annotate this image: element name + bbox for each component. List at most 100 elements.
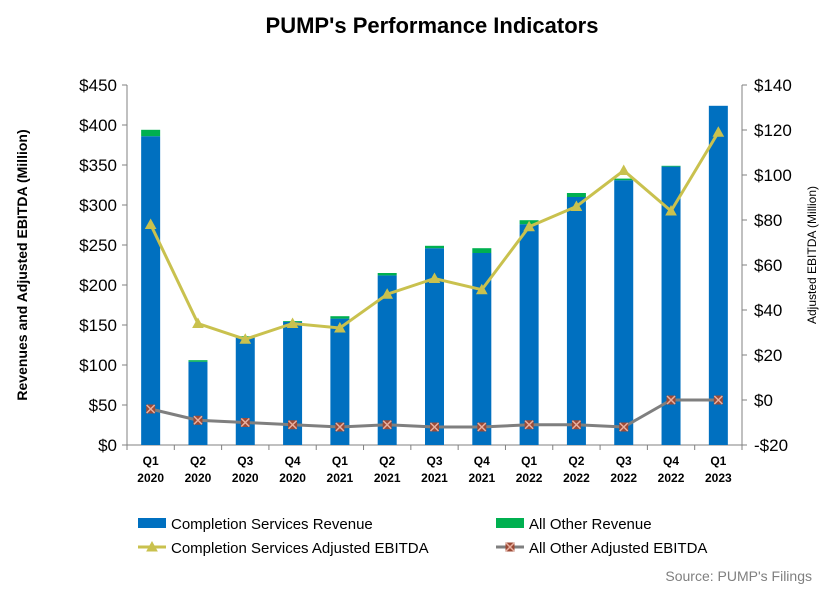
x-tick-label-quarter: Q2	[190, 454, 206, 468]
point-completion-ebitda	[192, 317, 204, 328]
right-tick-label: $120	[754, 121, 792, 140]
right-tick-label: $100	[754, 166, 792, 185]
left-tick-label: $250	[79, 236, 117, 255]
x-tick-label-year: 2020	[279, 471, 306, 485]
x-tick-label-quarter: Q1	[521, 454, 537, 468]
left-tick-label: $400	[79, 116, 117, 135]
left-tick-label: $100	[79, 356, 117, 375]
point-completion-ebitda	[712, 126, 725, 137]
left-tick-label: $350	[79, 156, 117, 175]
bar-completion-revenue	[377, 275, 397, 445]
bar-completion-revenue	[566, 197, 586, 445]
x-tick-label-quarter: Q1	[710, 454, 726, 468]
y-axis-title: Revenues and Adjusted EBITDA (Million)	[14, 129, 30, 400]
x-tick-label-year: 2022	[516, 471, 543, 485]
x-tick-label-year: 2022	[610, 471, 637, 485]
bar-completion-revenue	[708, 105, 728, 446]
right-tick-label: $20	[754, 346, 782, 365]
point-completion-ebitda	[475, 283, 488, 295]
bar-other-revenue	[425, 245, 444, 249]
x-tick-label-quarter: Q2	[568, 454, 584, 468]
point-other-ebitda-x	[429, 422, 440, 432]
source-note: Source: PUMP's Filings	[665, 568, 812, 584]
bar-completion-revenue	[519, 224, 539, 445]
x-tick-label-quarter: Q1	[332, 454, 348, 468]
x-tick-label-quarter: Q3	[426, 454, 442, 468]
point-completion-ebitda	[665, 204, 677, 216]
bar-other-revenue	[566, 193, 586, 197]
bar-completion-revenue	[188, 361, 208, 445]
right-tick-label: $140	[754, 76, 792, 95]
x-tick-label-quarter: Q3	[616, 454, 632, 468]
point-other-ebitda-x	[524, 420, 534, 430]
bar-completion-revenue	[661, 166, 681, 445]
x-tick-label-quarter: Q4	[663, 454, 679, 468]
x-tick-label-year: 2022	[563, 471, 590, 485]
x-tick-label-year: 2020	[137, 471, 164, 485]
bar-other-revenue	[472, 248, 492, 253]
y2-axis-title: Adjusted EBITDA (Million)	[805, 186, 819, 324]
x-tick-label-year: 2023	[705, 471, 732, 485]
x-tick-label-year: 2020	[232, 471, 259, 485]
point-completion-ebitda	[428, 272, 441, 283]
x-tick-label-year: 2021	[468, 471, 495, 485]
point-completion-ebitda	[381, 288, 394, 299]
left-tick-label: $200	[79, 276, 117, 295]
point-other-ebitda-x	[666, 395, 676, 405]
legend-swatch	[138, 518, 166, 528]
point-other-ebitda-x	[571, 420, 581, 430]
left-tick-label: $50	[89, 396, 117, 415]
legend-label: Completion Services Revenue	[171, 516, 373, 533]
legend-label: All Other Adjusted EBITDA	[529, 540, 707, 557]
x-tick-label-quarter: Q4	[474, 454, 490, 468]
plot-area: $0 $50 $100 $150 $200 $250 $300 $350 $400 $450 -$2…	[14, 76, 819, 557]
bar-completion-revenue	[330, 318, 350, 445]
point-other-ebitda-x	[477, 422, 487, 432]
chart-title: PUMP's Performance Indicators	[266, 13, 599, 38]
bar-completion-revenue	[425, 248, 444, 445]
legend-label: Completion Services Adjusted EBITDA	[171, 540, 429, 557]
point-other-ebitda-x	[335, 422, 345, 432]
right-tick-label: $0	[754, 391, 773, 410]
point-other-ebitda-x	[146, 404, 156, 414]
x-tick-label-quarter: Q4	[285, 454, 301, 468]
x-tick-label-year: 2020	[185, 471, 212, 485]
point-other-ebitda-x	[288, 420, 298, 430]
point-completion-ebitda	[523, 220, 535, 232]
x-tick-label-quarter: Q3	[237, 454, 253, 468]
point-completion-ebitda	[239, 333, 252, 344]
point-other-ebitda-x	[713, 395, 723, 405]
left-tick-label: $150	[79, 316, 117, 335]
right-tick-label: $60	[754, 256, 782, 275]
bar-completion-revenue	[141, 136, 161, 445]
bar-completion-revenue	[614, 180, 634, 445]
bar-completion-revenue	[472, 253, 492, 445]
left-tick-label: $0	[98, 436, 117, 455]
left-tick-label: $300	[79, 196, 117, 215]
right-tick-label: $80	[754, 211, 782, 230]
x-tick-label-year: 2022	[658, 471, 685, 485]
x-tick-label-year: 2021	[421, 471, 448, 485]
x-tick-label-year: 2021	[374, 471, 401, 485]
x-tick-label-quarter: Q2	[379, 454, 395, 468]
point-other-ebitda-x	[505, 542, 515, 552]
bar-completion-revenue	[235, 337, 255, 445]
bar-other-revenue	[188, 360, 208, 362]
bar-other-revenue	[141, 129, 161, 137]
bar-other-revenue	[330, 316, 350, 319]
point-other-ebitda-x	[240, 417, 250, 428]
point-other-ebitda-x	[619, 422, 629, 432]
point-completion-ebitda	[570, 200, 583, 211]
bar-other-revenue	[661, 165, 681, 167]
right-tick-label: -$20	[754, 436, 788, 455]
point-other-ebitda-x	[193, 415, 203, 425]
point-completion-ebitda	[144, 218, 157, 229]
point-completion-ebitda	[146, 540, 158, 552]
x-tick-label-quarter: Q1	[143, 454, 159, 468]
bar-completion-revenue	[283, 321, 303, 445]
bar-other-revenue	[614, 178, 634, 181]
point-completion-ebitda	[334, 321, 346, 333]
point-other-ebitda-x	[382, 420, 392, 430]
point-completion-ebitda	[286, 317, 299, 328]
